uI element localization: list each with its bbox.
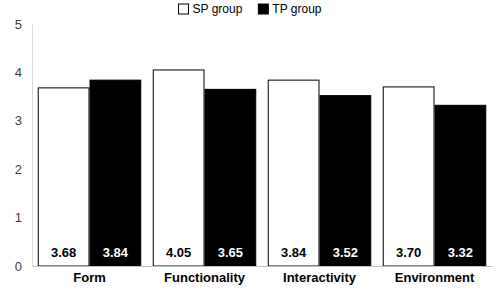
- x-tick-label: Environment: [395, 270, 475, 285]
- y-tick-label: 1: [15, 210, 22, 225]
- y-tick-label: 4: [15, 65, 22, 80]
- y-tick-label: 3: [15, 113, 22, 128]
- data-label: 3.68: [51, 245, 76, 260]
- data-label: 3.84: [281, 245, 307, 260]
- bar: [268, 80, 319, 266]
- bar: [38, 88, 89, 266]
- x-axis: Form Functionality Interactivity Environmen…: [33, 266, 493, 285]
- legend-label: TP group: [272, 2, 321, 16]
- data-labels: 3.68 4.05 3.84 3.70 3.84 3.65 3.52 3.32: [51, 245, 473, 260]
- x-axis-line: [33, 266, 493, 267]
- y-axis: 0 1 2 3 4 5: [15, 17, 33, 274]
- y-tick: 5: [15, 17, 32, 32]
- x-tick: Interactivity: [283, 266, 357, 285]
- y-tick: 1: [15, 210, 32, 225]
- y-tick: 4: [15, 65, 32, 80]
- chart: 0 1 2 3 4 5 Form Functionality Interactivity Envi…: [0, 0, 500, 290]
- legend-item: SP group: [179, 2, 243, 16]
- x-tick: Environment: [395, 266, 475, 285]
- bar: [383, 87, 434, 266]
- legend-label: SP group: [193, 2, 243, 16]
- x-tick: Form: [73, 266, 106, 285]
- legend: SP group TP group: [179, 2, 322, 16]
- y-tick: 2: [15, 162, 32, 177]
- legend-swatch: [258, 4, 268, 14]
- bar: [153, 70, 204, 266]
- bar: [90, 80, 141, 266]
- y-tick: 3: [15, 113, 32, 128]
- data-label: 4.05: [166, 245, 191, 260]
- bar: [435, 105, 486, 266]
- y-tick: 0: [15, 259, 32, 274]
- legend-swatch: [179, 4, 189, 14]
- bars: [38, 70, 486, 266]
- bar: [205, 89, 256, 266]
- x-tick-label: Form: [73, 270, 106, 285]
- plot: 0 1 2 3 4 5 Form Functionality Interactivity Envi…: [15, 17, 493, 286]
- x-tick-label: Functionality: [164, 270, 246, 285]
- x-tick: Functionality: [164, 266, 246, 285]
- legend-item: TP group: [258, 2, 321, 16]
- data-label: 3.65: [218, 245, 243, 260]
- data-label: 3.52: [333, 245, 358, 260]
- y-tick-label: 5: [15, 17, 22, 32]
- y-tick-label: 0: [15, 259, 22, 274]
- x-tick-label: Interactivity: [283, 270, 357, 285]
- y-axis-line: [32, 25, 33, 267]
- data-label: 3.70: [396, 245, 421, 260]
- bar: [320, 96, 371, 266]
- data-label: 3.84: [103, 245, 129, 260]
- y-tick-label: 2: [15, 162, 22, 177]
- data-label: 3.32: [448, 245, 473, 260]
